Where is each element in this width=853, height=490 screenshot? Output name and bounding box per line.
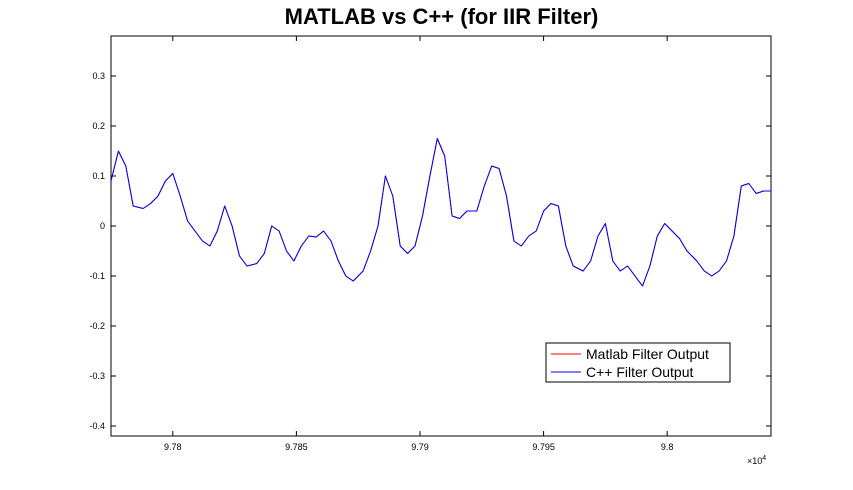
- y-tick-label: -0.2: [89, 321, 105, 331]
- x-tick-label: 9.8: [661, 442, 674, 452]
- x-tick-label: 9.79: [411, 442, 429, 452]
- x-tick-label: 9.795: [532, 442, 555, 452]
- x-tick-label: 9.78: [164, 442, 182, 452]
- series-line-2: [110, 138, 771, 287]
- x-axis-exponent-base: ×10: [747, 456, 762, 466]
- x-axis-exponent-power: 4: [762, 455, 766, 462]
- y-tick-label: 0: [100, 221, 105, 231]
- legend-label-1: Matlab Filter Output: [586, 346, 709, 362]
- x-tick-label: 9.785: [285, 442, 308, 452]
- y-tick-label: -0.1: [89, 271, 105, 281]
- series-layer: [110, 138, 771, 287]
- x-axis-exponent: ×104: [747, 455, 766, 466]
- legend-label-2: C++ Filter Output: [586, 364, 693, 380]
- y-tick-label: 0.3: [92, 71, 105, 81]
- y-tick-label: -0.3: [89, 371, 105, 381]
- axes: 9.78 9.785 9.79 9.795 9.8 0.3 0.2 0.1 0 -0.1 -0.2 -…: [89, 35, 772, 466]
- chart-title: MATLAB vs C++ (for IIR Filter): [284, 4, 599, 29]
- legend-box: [545, 342, 731, 383]
- y-tick-label: 0.2: [92, 121, 105, 131]
- y-tick-label: 0.1: [92, 171, 105, 181]
- legend: Matlab Filter Output C++ Filter Output: [545, 342, 731, 383]
- y-tick-label: -0.4: [89, 421, 105, 431]
